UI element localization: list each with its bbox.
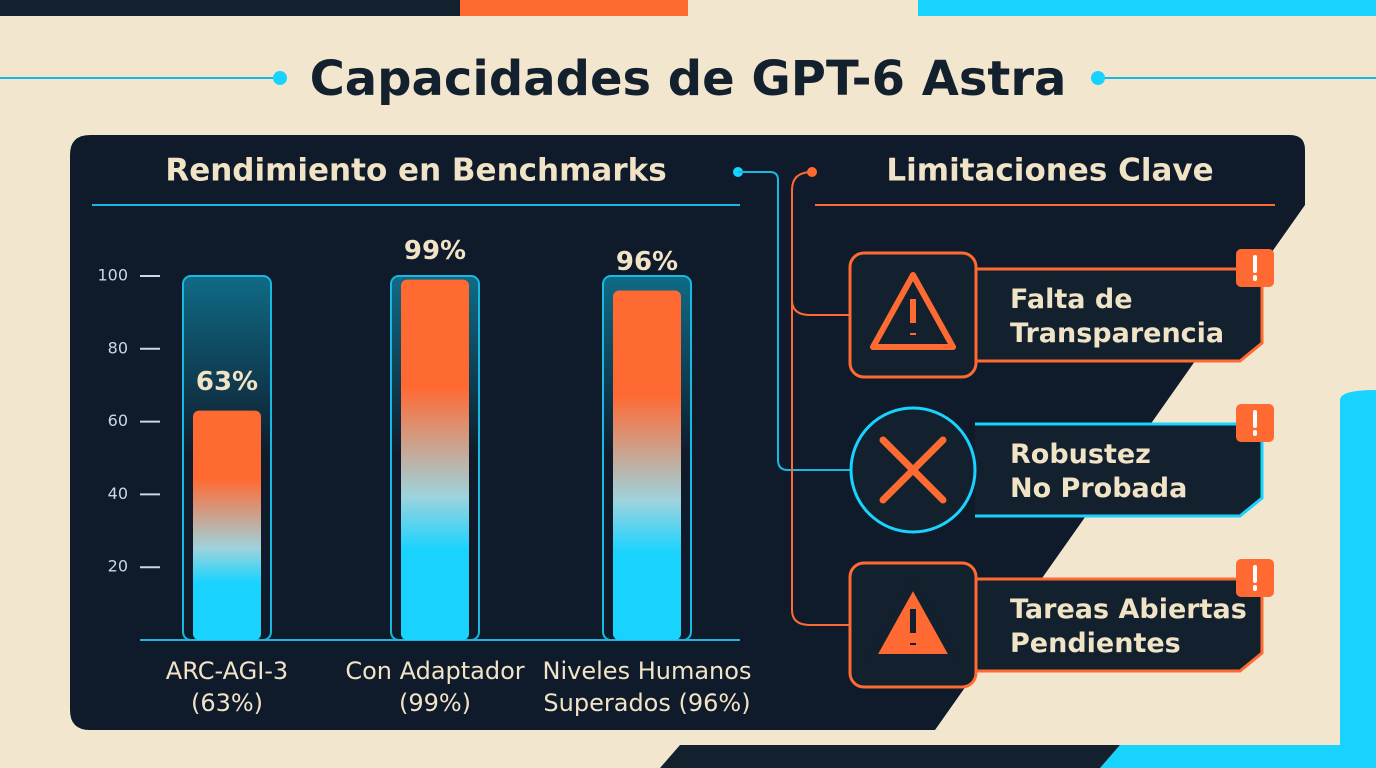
bar: [193, 410, 261, 640]
limitation-label: Tareas Abiertas Pendientes: [1010, 594, 1247, 659]
value-label: 63%: [196, 367, 258, 397]
bar: [401, 279, 469, 640]
value-label: 96%: [616, 247, 678, 277]
icon-glyph: [870, 272, 956, 350]
item-card: [975, 422, 1264, 518]
value-label: 99%: [404, 236, 466, 266]
glow-dot: [1091, 71, 1105, 85]
stripe: [918, 0, 1376, 16]
limitations-title: Limitaciones Clave: [886, 153, 1213, 189]
item-card: [975, 577, 1264, 673]
connector: [791, 171, 850, 626]
icon-glyph: [879, 436, 947, 504]
limitation-label: Falta de Transparencia: [1010, 284, 1225, 349]
x-tick-label: Con Adaptador (99%): [345, 657, 525, 717]
corner-shape: [1100, 390, 1376, 768]
y-tick-label: 20: [108, 557, 128, 576]
x-tick-label: ARC-AGI-3 (63%): [165, 657, 289, 717]
y-tick-label: 100: [97, 266, 128, 285]
icon-glyph: [870, 582, 956, 660]
bar: [613, 290, 681, 640]
chart-title: Rendimiento en Benchmarks: [165, 153, 666, 189]
stripe: [460, 0, 688, 16]
page-title: Capacidades de GPT-6 Astra: [310, 51, 1067, 107]
y-tick-label: 60: [108, 411, 128, 430]
y-tick-label: 80: [108, 338, 128, 357]
x-tick-label: Niveles Humanos Superados (96%): [542, 657, 752, 717]
connector: [738, 171, 850, 471]
bottom-stripe: [660, 745, 1120, 768]
stripe: [0, 0, 460, 16]
limitation-label: Robustez No Probada: [1010, 439, 1188, 504]
glow-dot: [273, 71, 287, 85]
y-tick-label: 40: [108, 484, 128, 503]
item-card: [975, 267, 1264, 363]
